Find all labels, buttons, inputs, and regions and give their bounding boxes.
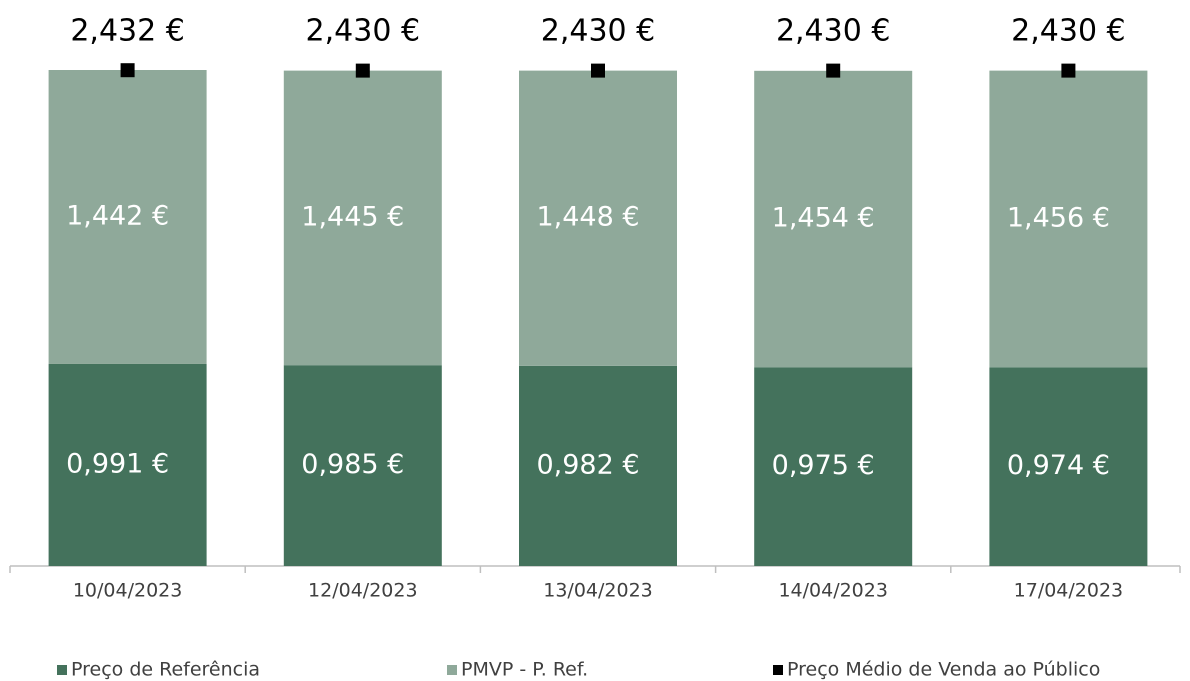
legend-swatch	[57, 665, 67, 675]
value-label: 0,975 €	[772, 450, 875, 481]
bar-segment	[754, 367, 913, 566]
bar-segment	[48, 70, 207, 364]
value-label: 1,454 €	[772, 203, 875, 234]
total-label: 2,430 €	[306, 14, 421, 49]
x-tick-label: 13/04/2023	[543, 580, 653, 602]
x-tick-label: 10/04/2023	[73, 580, 183, 602]
value-label: 1,442 €	[66, 200, 169, 231]
total-label: 2,432 €	[70, 14, 185, 49]
x-tick-label: 14/04/2023	[778, 580, 888, 602]
bar-segment	[283, 365, 442, 566]
bar-segment	[48, 363, 207, 566]
bar-segment	[989, 70, 1148, 368]
legend-swatch	[773, 665, 783, 675]
bar-segment	[754, 70, 913, 368]
marker	[355, 63, 370, 78]
legend-label: Preço de Referência	[71, 659, 260, 681]
value-label: 0,974 €	[1007, 450, 1110, 481]
legend-label: PMVP - P. Ref.	[461, 659, 588, 681]
total-label: 2,430 €	[776, 14, 891, 49]
value-label: 1,445 €	[301, 201, 404, 232]
value-label: 0,985 €	[301, 449, 404, 480]
bar-segment	[283, 70, 442, 366]
legend-label: Preço Médio de Venda ao Público	[787, 659, 1100, 681]
value-label: 1,448 €	[536, 202, 639, 233]
marker	[1061, 63, 1076, 78]
value-label: 0,991 €	[66, 448, 169, 479]
x-tick-label: 17/04/2023	[1014, 580, 1124, 602]
value-label: 0,982 €	[536, 449, 639, 480]
total-label: 2,430 €	[541, 14, 656, 49]
marker	[120, 63, 135, 78]
total-label: 2,430 €	[1011, 14, 1126, 49]
bar-segment	[989, 367, 1148, 566]
legend-swatch	[447, 665, 457, 675]
value-label: 1,456 €	[1007, 203, 1110, 234]
marker	[591, 63, 605, 78]
bar-segment	[519, 365, 677, 566]
x-tick-label: 12/04/2023	[308, 580, 418, 602]
marker	[826, 63, 841, 78]
bar-segment	[519, 70, 677, 366]
